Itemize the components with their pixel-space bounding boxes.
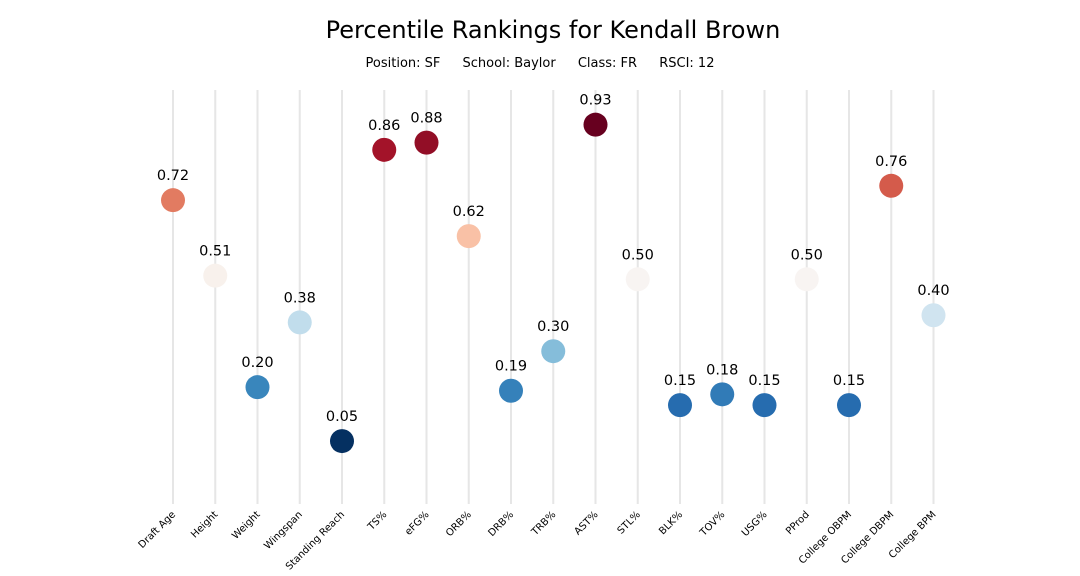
chart-subtitle: Position: SF School: Baylor Class: FR RS… bbox=[0, 56, 1080, 71]
data-point bbox=[161, 188, 185, 213]
x-tick-label: BLK% bbox=[657, 509, 685, 537]
data-point bbox=[541, 339, 566, 364]
data-point bbox=[287, 310, 312, 335]
data-point bbox=[456, 224, 481, 249]
data-point bbox=[710, 382, 735, 407]
value-label: 0.50 bbox=[791, 247, 823, 263]
x-tick-label: AST% bbox=[572, 509, 600, 537]
value-label: 0.19 bbox=[495, 359, 527, 375]
x-tick-label: USG% bbox=[740, 509, 770, 539]
data-point bbox=[203, 263, 228, 288]
value-label: 0.38 bbox=[284, 290, 316, 306]
data-points bbox=[161, 112, 946, 454]
x-tick-label: Draft Age bbox=[137, 509, 179, 551]
data-point bbox=[921, 303, 946, 328]
x-tick-label: STL% bbox=[616, 509, 643, 536]
value-label: 0.40 bbox=[917, 283, 949, 299]
value-label: 0.88 bbox=[410, 111, 442, 127]
value-labels: 0.72 0.51 0.20 0.38 0.05 0.86 0.88 0.62 0.19 0.30… bbox=[157, 93, 950, 425]
chart-title: Percentile Rankings for Kendall Brown bbox=[325, 16, 781, 44]
x-tick-label: Wingspan bbox=[262, 509, 305, 552]
value-label: 0.93 bbox=[579, 93, 611, 109]
x-tick-label: eFG% bbox=[403, 509, 431, 537]
subtitle-class: Class: FR bbox=[577, 56, 638, 71]
grid-lines bbox=[172, 90, 935, 504]
value-label: 0.20 bbox=[241, 355, 273, 371]
x-tick-label: TRB% bbox=[529, 509, 558, 538]
data-point bbox=[625, 267, 650, 292]
x-tick-label: TS% bbox=[365, 509, 389, 533]
x-tick-label: TOV% bbox=[698, 509, 728, 539]
subtitle-position: Position: SF bbox=[365, 56, 441, 71]
value-label: 0.50 bbox=[622, 247, 654, 263]
x-tick-label: ORB% bbox=[444, 509, 474, 539]
value-label: 0.62 bbox=[453, 204, 485, 220]
data-point bbox=[879, 173, 904, 198]
data-point bbox=[372, 137, 397, 162]
subtitle-school: School: Baylor bbox=[462, 56, 556, 71]
value-label: 0.05 bbox=[326, 409, 358, 425]
value-label: 0.15 bbox=[833, 373, 865, 389]
data-point bbox=[330, 429, 354, 454]
data-point bbox=[414, 130, 439, 155]
x-tick-label: Height bbox=[189, 509, 220, 540]
data-point bbox=[668, 393, 692, 418]
data-point bbox=[752, 393, 777, 418]
value-label: 0.86 bbox=[368, 118, 400, 134]
value-label: 0.15 bbox=[664, 373, 696, 389]
value-label: 0.51 bbox=[199, 244, 231, 260]
data-point bbox=[499, 378, 523, 403]
value-label: 0.15 bbox=[748, 373, 780, 389]
value-label: 0.76 bbox=[875, 154, 907, 170]
x-tick-label: PProd bbox=[784, 509, 812, 537]
x-tick-label: DRB% bbox=[486, 509, 516, 539]
data-point bbox=[245, 375, 270, 400]
value-label: 0.72 bbox=[157, 168, 189, 184]
subtitle-rsci: RSCI: 12 bbox=[659, 56, 715, 71]
x-tick-label: Weight bbox=[230, 509, 262, 541]
value-label: 0.18 bbox=[706, 362, 738, 378]
value-label: 0.30 bbox=[537, 319, 569, 335]
data-point bbox=[583, 112, 608, 137]
data-point bbox=[837, 393, 861, 418]
data-point bbox=[794, 267, 819, 292]
